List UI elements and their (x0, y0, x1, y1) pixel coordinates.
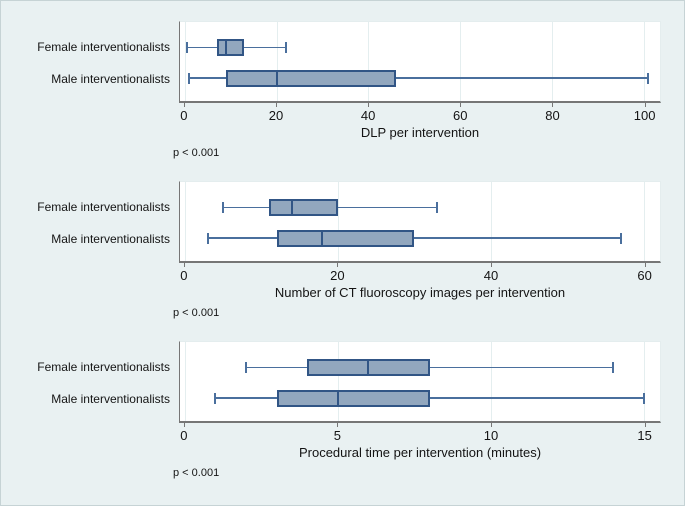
whisker-cap-lower (244, 361, 247, 373)
gridline (551, 22, 553, 101)
x-tick-label: 0 (180, 108, 188, 123)
whisker-cap-lower (206, 232, 209, 244)
whisker-cap-upper (619, 232, 622, 244)
whisker-line (189, 77, 649, 79)
whisker-cap-lower (222, 201, 225, 213)
whisker-cap-upper (436, 201, 439, 213)
whisker-cap-upper (647, 72, 650, 84)
iqr-box (226, 69, 396, 87)
x-tick-label: 40 (483, 268, 499, 283)
x-tick-mark (183, 103, 185, 107)
x-tick-mark (183, 423, 185, 427)
group-label-male: Male interventionalists (51, 232, 170, 246)
x-tick-mark (491, 263, 492, 267)
x-tick-label: 0 (180, 268, 188, 283)
panel-dlp: Female interventionalists Male intervent… (37, 21, 661, 160)
x-axis-title-ct-images: Number of CT fluoroscopy images per inte… (274, 285, 566, 300)
gridline (337, 182, 339, 261)
median-line (225, 38, 228, 56)
x-tick-mark (644, 423, 646, 427)
gridline (368, 22, 370, 101)
x-tick-label: 40 (360, 108, 376, 123)
median-line (321, 229, 324, 247)
p-value-procedural-time: p < 0.001 (173, 467, 220, 479)
x-axis-title-dlp: DLP per intervention (360, 125, 480, 140)
x-tick-mark (183, 263, 185, 267)
x-tick-mark (644, 103, 646, 107)
panel-procedural-time: Female interventionalists Male intervent… (37, 341, 661, 480)
group-label-female: Female interventionalists (37, 200, 170, 214)
plot-area-ct-images (179, 181, 661, 263)
p-value-dlp: p < 0.001 (173, 147, 220, 159)
x-tick-label: 60 (637, 268, 652, 283)
x-tick-mark (275, 103, 277, 107)
group-label-female: Female interventionalists (37, 360, 170, 374)
x-axis-ticks-procedural-time: 0 5 10 15 (179, 423, 661, 443)
group-label-male: Male interventionalists (51, 392, 170, 406)
group-label-male: Male interventionalists (51, 72, 170, 86)
x-tick-mark (460, 103, 462, 107)
gridline (490, 342, 492, 421)
whisker-cap-lower (214, 392, 217, 404)
median-line (367, 358, 370, 376)
iqr-box (268, 198, 338, 216)
whisker-cap-lower (188, 72, 191, 84)
gridline (184, 22, 186, 101)
gridline (643, 342, 645, 421)
x-tick-label: 0 (180, 428, 188, 443)
whisker-cap-lower (186, 41, 189, 53)
x-tick-label: 20 (268, 108, 284, 123)
whisker-line (207, 237, 621, 239)
group-label-female: Female interventionalists (37, 40, 170, 54)
x-tick-mark (337, 263, 339, 267)
whisker-cap-upper (642, 392, 645, 404)
median-line (290, 198, 293, 216)
gridline (643, 22, 645, 101)
x-tick-mark (552, 103, 554, 107)
iqr-box (276, 389, 430, 407)
panel-ct-images: Female interventionalists Male intervent… (37, 181, 661, 320)
gridline (184, 182, 186, 261)
x-tick-label: 100 (633, 108, 656, 123)
gridline (643, 182, 645, 261)
x-tick-label: 15 (637, 428, 652, 443)
median-line (275, 69, 278, 87)
p-value-ct-images: p < 0.001 (173, 307, 220, 319)
gridline (276, 22, 278, 101)
plot-area-procedural-time (179, 341, 661, 423)
whisker-line (215, 397, 644, 399)
gridline (460, 22, 462, 101)
iqr-box (276, 229, 415, 247)
gridline (337, 342, 339, 421)
x-tick-mark (644, 263, 646, 267)
x-tick-mark (491, 423, 492, 427)
x-tick-label: 80 (545, 108, 560, 123)
whisker-cap-upper (612, 361, 615, 373)
x-tick-label: 20 (330, 268, 345, 283)
gridline (184, 342, 186, 421)
gridline (490, 182, 492, 261)
x-tick-label: 10 (483, 428, 499, 443)
x-tick-mark (368, 103, 370, 107)
plot-area-dlp (179, 21, 661, 103)
iqr-box (216, 38, 245, 56)
x-tick-label: 60 (453, 108, 468, 123)
x-tick-mark (337, 423, 339, 427)
x-axis-title-procedural-time: Procedural time per intervention (minute… (298, 445, 542, 460)
whisker-line (245, 366, 614, 369)
x-tick-label: 5 (333, 428, 342, 443)
whisker-cap-upper (284, 41, 287, 53)
x-axis-ticks-dlp: 0 20 40 60 80 100 (179, 103, 661, 123)
x-axis-ticks-ct-images: 0 20 40 60 (179, 263, 661, 283)
median-line (336, 389, 339, 407)
